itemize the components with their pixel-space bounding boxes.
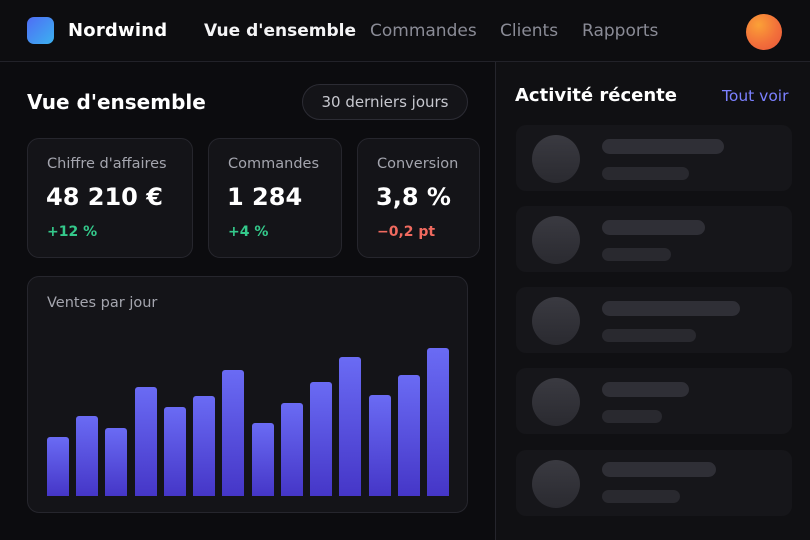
chart-bar[interactable] (251, 423, 274, 496)
kpi-delta: +12 % (47, 224, 98, 240)
sales-chart-card: Ventes par jour (27, 276, 468, 513)
page-title: Vue d'ensemble (27, 90, 206, 114)
chart-bar[interactable] (427, 348, 449, 496)
activity-title: Activité récente (515, 85, 677, 106)
chart-bar[interactable] (193, 396, 216, 496)
kpi-value: 48 210 € (46, 183, 163, 211)
kpi-card-orders: Commandes 1 284 +4 % (208, 138, 342, 258)
chart-bar[interactable] (280, 403, 303, 496)
activity-item-skeleton[interactable] (516, 206, 792, 272)
nav-item-reports[interactable]: Rapports (582, 21, 659, 41)
kpi-card-revenue: Chiffre d'affaires 48 210 € +12 % (27, 138, 193, 258)
kpi-value: 1 284 (227, 183, 303, 211)
skeleton-avatar (532, 460, 580, 508)
nav-item-clients[interactable]: Clients (500, 21, 559, 41)
chart-bar[interactable] (310, 382, 333, 496)
activity-item-skeleton[interactable] (516, 450, 792, 516)
see-all-link[interactable]: Tout voir (722, 87, 789, 105)
chart-title: Ventes par jour (47, 295, 158, 311)
kpi-label: Commandes (228, 156, 320, 172)
chart-bar[interactable] (397, 374, 420, 496)
activity-item-skeleton[interactable] (516, 125, 792, 191)
chart-bar[interactable] (339, 357, 362, 496)
skeleton-line (602, 167, 689, 180)
kpi-value: 3,8 % (376, 183, 451, 211)
skeleton-line (602, 410, 662, 423)
skeleton-line (602, 462, 716, 477)
skeleton-avatar (532, 378, 580, 426)
date-range-button[interactable]: 30 derniers jours (302, 84, 468, 120)
skeleton-line (602, 248, 671, 261)
nav-item-overview[interactable]: Vue d'ensemble (204, 21, 356, 41)
skeleton-line (602, 490, 680, 503)
chart-bar[interactable] (105, 428, 128, 496)
kpi-label: Chiffre d'affaires (47, 156, 167, 172)
kpi-label: Conversion (377, 156, 459, 172)
skeleton-avatar (532, 135, 580, 183)
activity-item-skeleton[interactable] (516, 368, 792, 434)
kpi-delta: −0,2 pt (377, 224, 436, 240)
skeleton-line (602, 220, 705, 235)
skeleton-avatar (532, 297, 580, 345)
top-bar: Nordwind Vue d'ensemble Commandes Client… (0, 0, 810, 62)
skeleton-line (602, 382, 689, 397)
logo-icon[interactable] (27, 17, 54, 44)
user-avatar[interactable] (746, 14, 782, 50)
chart-bar[interactable] (222, 369, 245, 496)
nav-item-orders[interactable]: Commandes (370, 21, 477, 41)
kpi-delta: +4 % (228, 224, 269, 240)
chart-bar[interactable] (76, 415, 99, 496)
panel-divider (495, 62, 496, 540)
skeleton-line (602, 139, 724, 154)
kpi-card-conversion: Conversion 3,8 % −0,2 pt (357, 138, 480, 258)
skeleton-line (602, 329, 696, 342)
skeleton-line (602, 301, 740, 316)
chart-bar[interactable] (163, 407, 186, 496)
skeleton-avatar (532, 216, 580, 264)
chart-bar[interactable] (47, 437, 69, 496)
brand-name[interactable]: Nordwind (68, 20, 168, 41)
chart-bar[interactable] (368, 394, 391, 496)
activity-item-skeleton[interactable] (516, 287, 792, 353)
chart-bar[interactable] (134, 387, 157, 496)
